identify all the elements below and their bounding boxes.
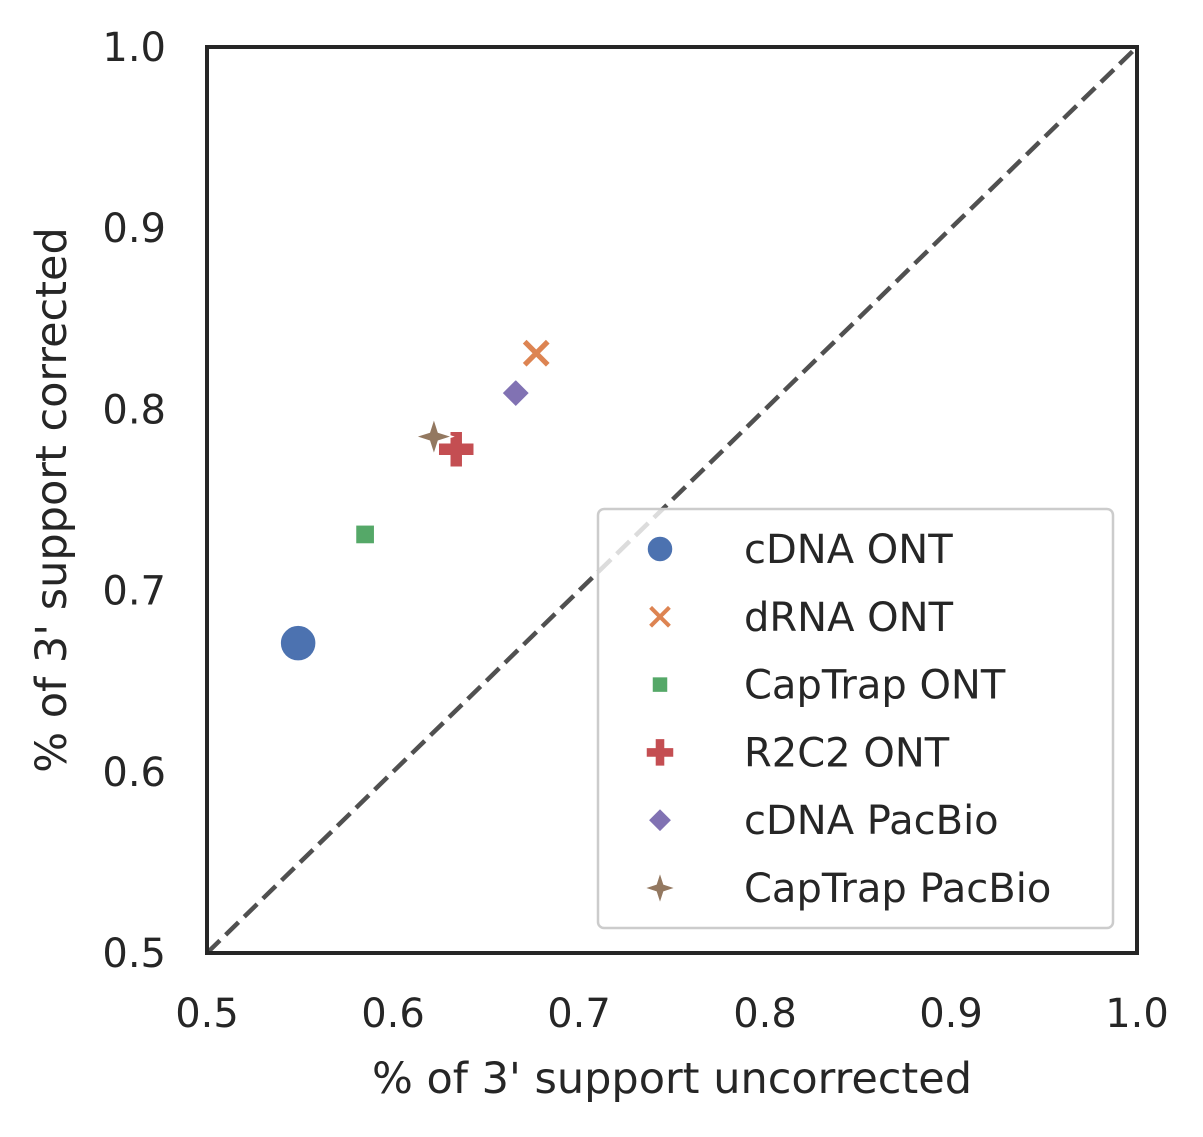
y-tick-label: 1.0 [102,25,166,71]
legend-label-drna-ont: dRNA ONT [744,595,954,641]
y-tick-label: 0.5 [102,931,166,977]
legend-label-cdna-pacbio: cDNA PacBio [744,798,999,844]
data-point-cdna-pacbio [500,378,531,409]
y-axis-label: % of 3' support corrected [27,227,77,773]
data-point-captrap-pacbio [413,415,455,458]
legend-marker-r2c2-ont [645,737,675,768]
y-tick-label: 0.8 [102,387,166,433]
reference-diagonal-line [205,45,1139,955]
data-point-captrap-ont [354,524,376,545]
x-tick-label: 0.8 [733,991,797,1037]
legend-marker-captrap-pacbio [641,869,679,907]
legend-marker-drna-ont [647,603,673,630]
x-tick-label: 0.6 [361,991,425,1037]
x-tick-label: 1.0 [1105,991,1169,1037]
plot-frame [205,45,1139,955]
x-tick-label: 0.5 [175,991,239,1037]
legend-label-r2c2-ont: R2C2 ONT [744,730,950,776]
legend-marker-cdna-ont [646,535,674,563]
x-tick-label: 0.9 [919,991,983,1037]
legend: cDNA ONT dRNA ONT CapTrap ONT R2C2 ONT cDNA … [596,507,1115,930]
data-point-drna-ont [520,337,552,369]
legend-marker-captrap-ont [651,675,669,694]
data-point-cdna-ont [279,624,317,662]
y-tick-label: 0.9 [102,206,166,252]
y-tick-label: 0.6 [102,750,166,796]
legend-label-captrap-ont: CapTrap ONT [744,663,1006,709]
x-tick-label: 0.7 [547,991,611,1037]
legend-label-captrap-pacbio: CapTrap PacBio [744,866,1051,912]
legend-label-cdna-ont: cDNA ONT [744,527,953,573]
legend-box [596,507,1115,930]
x-axis-label: % of 3' support uncorrected [372,1054,972,1104]
legend-marker-cdna-pacbio [646,807,674,834]
y-tick-label: 0.7 [102,569,166,615]
